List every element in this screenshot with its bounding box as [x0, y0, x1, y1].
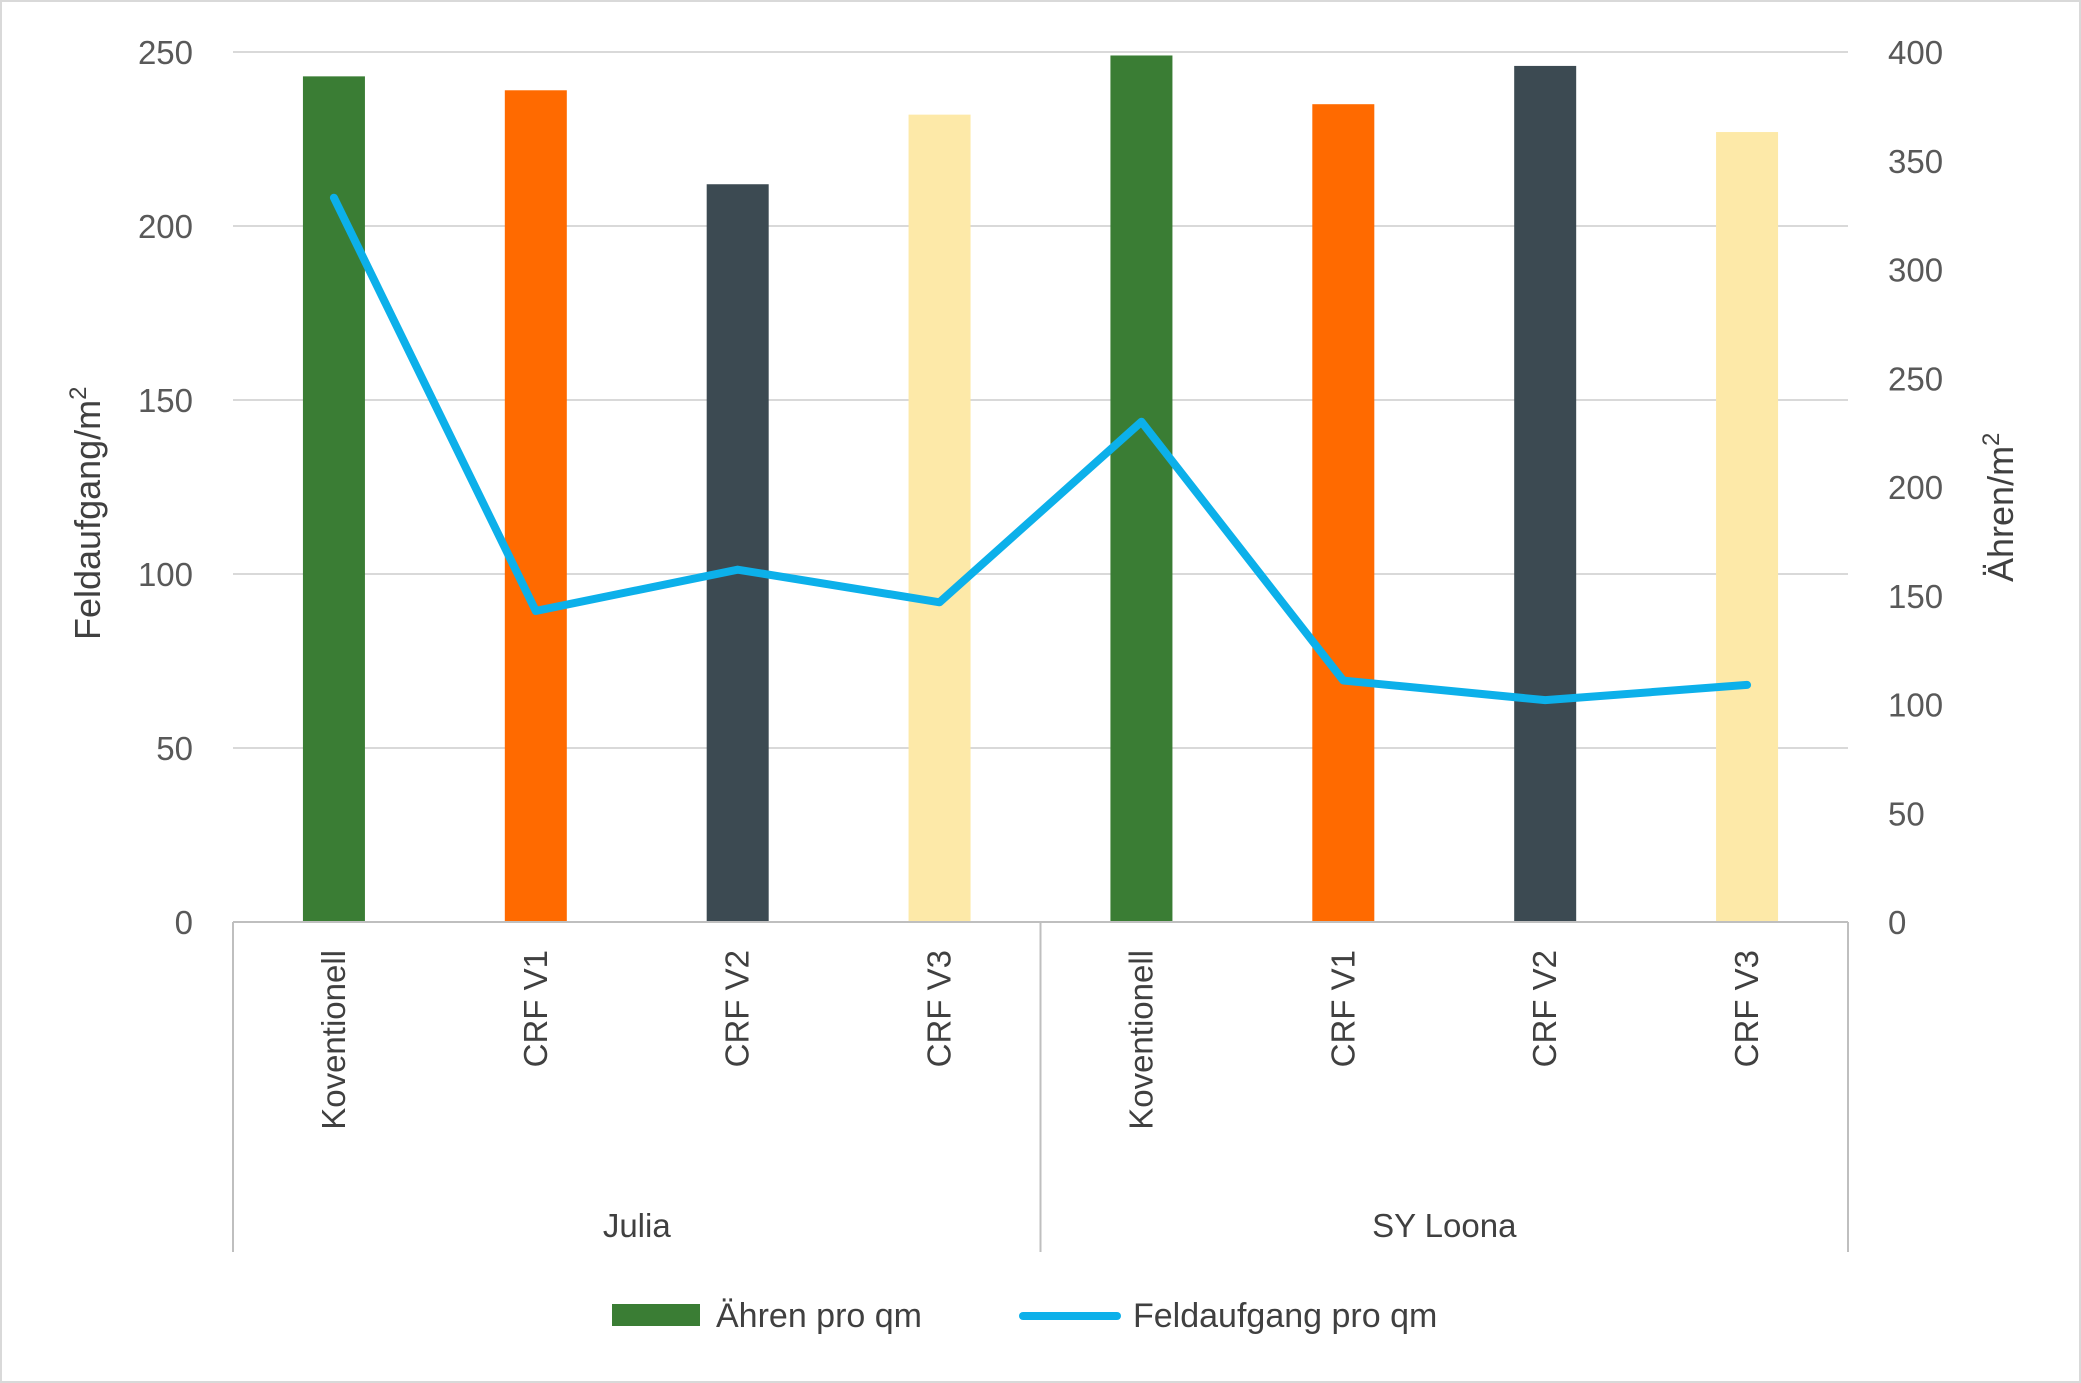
left-tick-label: 0: [175, 904, 193, 941]
bar: [504, 90, 567, 922]
group-label: SY Loona: [1372, 1207, 1517, 1244]
bar: [706, 184, 769, 923]
category-label: CRF V3: [1728, 950, 1765, 1067]
right-tick-label: 100: [1888, 687, 1943, 724]
bar: [1514, 65, 1577, 923]
legend-bar-swatch: [612, 1304, 700, 1326]
right-axis-title: Ähren/m2: [1978, 433, 2021, 582]
gridlines: [233, 51, 1848, 749]
category-label: CRF V2: [719, 950, 756, 1067]
axes: [232, 921, 1849, 1252]
line-feldaufgang: [329, 193, 1752, 705]
category-labels: Koventionell CRF V1 CRF V2 CRF V3 Koventione…: [315, 950, 1765, 1130]
legend: Ähren pro qm Feldaufgang pro qm: [612, 1297, 1437, 1335]
category-label: CRF V1: [1324, 950, 1361, 1067]
category-label: Koventionell: [315, 950, 352, 1130]
right-tick-label: 400: [1888, 34, 1943, 71]
right-tick-label: 300: [1888, 252, 1943, 289]
category-label: CRF V1: [517, 950, 554, 1067]
right-tick-label: 0: [1888, 904, 1906, 941]
right-tick-label: 250: [1888, 360, 1943, 397]
line-series: [329, 193, 1752, 705]
bar: [1716, 132, 1779, 923]
group-label: Julia: [603, 1207, 672, 1244]
left-tick-label: 50: [156, 730, 193, 767]
right-axis-ticks: 0 50 100 150 200 250 300 350 400: [1888, 34, 1943, 941]
left-tick-label: 150: [138, 382, 193, 419]
group-labels: Julia SY Loona: [603, 1207, 1517, 1244]
category-label: Koventionell: [1122, 950, 1159, 1130]
left-tick-label: 100: [138, 556, 193, 593]
right-tick-label: 350: [1888, 143, 1943, 180]
left-tick-label: 250: [138, 34, 193, 71]
category-label: CRF V3: [921, 950, 958, 1067]
category-label: CRF V2: [1526, 950, 1563, 1067]
left-axis-title: Feldaufgang/m2: [65, 386, 108, 640]
bar-series: [302, 55, 1779, 923]
legend-bar-label: Ähren pro qm: [716, 1297, 922, 1335]
bar: [302, 76, 365, 923]
right-tick-label: 200: [1888, 469, 1943, 506]
bar: [908, 114, 971, 922]
right-tick-label: 50: [1888, 795, 1925, 832]
bar: [1110, 55, 1173, 923]
right-tick-label: 150: [1888, 578, 1943, 615]
left-axis-ticks: 0 50 100 150 200 250: [138, 34, 193, 941]
legend-line-label: Feldaufgang pro qm: [1133, 1297, 1437, 1335]
bar: [1312, 104, 1375, 922]
left-tick-label: 200: [138, 208, 193, 245]
